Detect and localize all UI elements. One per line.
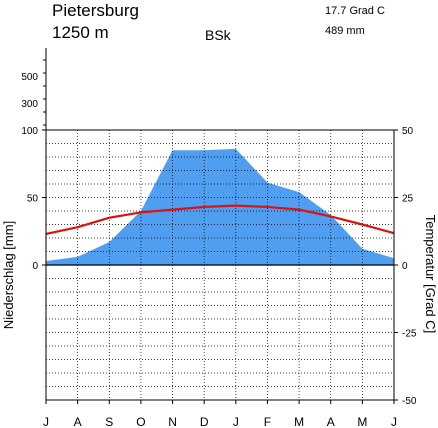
annual-precipitation: 489 mm [325,25,365,37]
month-label: J [391,415,397,428]
month-label: F [264,415,271,428]
climate-class: BSk [205,27,232,43]
temp-tick-label: 25 [402,194,414,205]
month-label: A [74,415,82,428]
temp-tick-label: 50 [402,126,414,137]
station-name: Pietersburg [52,1,139,20]
precipitation-axis-label: Niederschlag [mm] [1,221,16,329]
annual-temperature: 17.7 Grad C [325,5,385,17]
precip-tick-label-compressed: 300 [21,99,38,110]
temp-tick-label: 0 [402,261,408,272]
precip-tick-label: 100 [21,126,38,137]
month-label: J [233,415,239,428]
precip-tick-label: 50 [27,194,39,205]
precip-tick-label-compressed: 500 [21,72,38,83]
temp-tick-label: -50 [402,396,417,407]
temp-tick-label: -25 [402,329,417,340]
precip-tick-label: 0 [32,261,38,272]
month-label: M [294,415,304,428]
month-label: A [327,415,335,428]
month-label: J [43,415,49,428]
month-label: S [105,415,113,428]
month-label: N [168,415,177,428]
month-label: O [136,415,145,428]
temperature-axis-label: Temperatur [Grad C] [423,215,438,334]
month-label: D [200,415,209,428]
month-label: M [357,415,367,428]
station-elevation: 1250 m [52,23,109,42]
temperature-line [45,204,395,236]
